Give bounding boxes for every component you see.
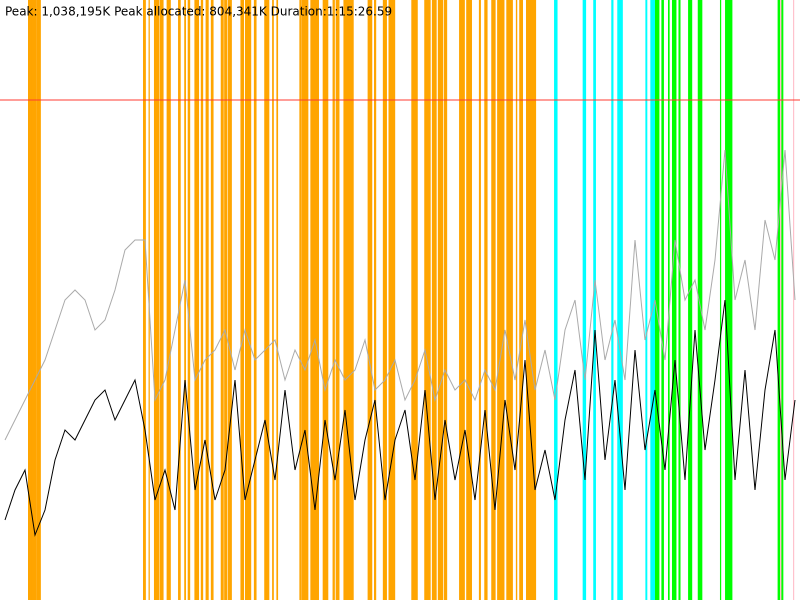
event-stripe: [28, 0, 34, 600]
event-stripe: [276, 0, 279, 600]
event-stripe: [388, 0, 394, 600]
event-stripe: [506, 0, 512, 600]
event-stripe: [424, 0, 428, 600]
chart-title: Peak: 1,038,195K Peak allocated: 804,341…: [5, 5, 392, 19]
event-stripe: [374, 0, 377, 600]
event-stripe: [678, 0, 681, 600]
event-stripe: [301, 0, 306, 600]
event-stripe: [491, 0, 496, 600]
event-stripe: [468, 0, 470, 600]
event-stripe: [497, 0, 501, 600]
event-stripe: [411, 0, 416, 600]
event-stripe: [272, 0, 274, 600]
event-stripe: [224, 0, 228, 600]
event-stripe: [427, 0, 431, 600]
event-stripe: [697, 0, 703, 600]
event-stripe: [166, 0, 171, 600]
event-stripe: [671, 0, 677, 600]
event-stripe: [143, 0, 146, 600]
event-stripe: [510, 0, 513, 600]
event-stripe: [582, 0, 587, 600]
event-stripe: [611, 0, 614, 600]
event-stripe: [617, 0, 623, 600]
event-stripe: [210, 0, 214, 600]
event-stripes: [28, 0, 795, 600]
event-stripe: [392, 0, 396, 600]
event-stripe: [719, 0, 722, 600]
event-stripe: [332, 0, 335, 600]
memory-line: [4, 149, 796, 441]
event-stripe: [484, 0, 488, 600]
event-stripe: [667, 0, 670, 600]
event-stripe: [367, 0, 373, 600]
memory-line: [4, 299, 796, 537]
event-stripe: [650, 0, 656, 600]
event-stripe: [187, 0, 191, 600]
event-stripe: [437, 0, 442, 600]
event-stripe: [459, 0, 465, 600]
event-stripe: [413, 0, 418, 600]
event-stripe: [530, 0, 537, 600]
event-stripe: [310, 0, 316, 600]
event-stripe: [661, 0, 664, 600]
event-stripe: [299, 0, 302, 600]
event-stripe: [266, 0, 269, 600]
event-stripe: [153, 0, 160, 600]
event-stripe: [382, 0, 387, 600]
event-stripe: [444, 0, 448, 600]
event-stripe: [431, 0, 437, 600]
event-stripe: [194, 0, 200, 600]
event-stripe: [528, 0, 532, 600]
event-stripe: [36, 0, 41, 600]
event-stripe: [178, 0, 181, 600]
event-stripe: [31, 0, 37, 600]
event-stripe: [780, 0, 782, 600]
event-stripe: [688, 0, 693, 600]
plot: [4, 149, 796, 537]
event-stripe: [478, 0, 481, 600]
event-stripe: [343, 0, 347, 600]
event-stripe: [519, 0, 524, 600]
event-stripe: [244, 0, 251, 600]
event-stripe: [240, 0, 245, 600]
event-stripe: [440, 0, 444, 600]
event-stripe: [515, 0, 518, 600]
event-stripe: [227, 0, 232, 600]
event-stripe: [470, 0, 472, 600]
event-stripe: [554, 0, 558, 600]
event-stripe: [728, 0, 733, 600]
event-stripe: [304, 0, 309, 600]
event-stripe: [335, 0, 340, 600]
event-stripe: [253, 0, 257, 600]
event-stripe: [593, 0, 596, 600]
event-stripe: [348, 0, 354, 600]
event-stripe: [159, 0, 164, 600]
event-stripe: [248, 0, 252, 600]
event-stripe: [200, 0, 204, 600]
event-stripe: [184, 0, 186, 600]
event-stripe: [316, 0, 318, 600]
event-stripe: [205, 0, 209, 600]
event-stripe: [220, 0, 224, 600]
event-stripe: [725, 0, 729, 600]
event-stripe: [793, 0, 795, 600]
event-stripe: [526, 0, 529, 600]
event-stripe: [655, 0, 660, 600]
event-stripe: [499, 0, 505, 600]
event-stripe: [645, 0, 648, 600]
event-stripe: [322, 0, 329, 600]
